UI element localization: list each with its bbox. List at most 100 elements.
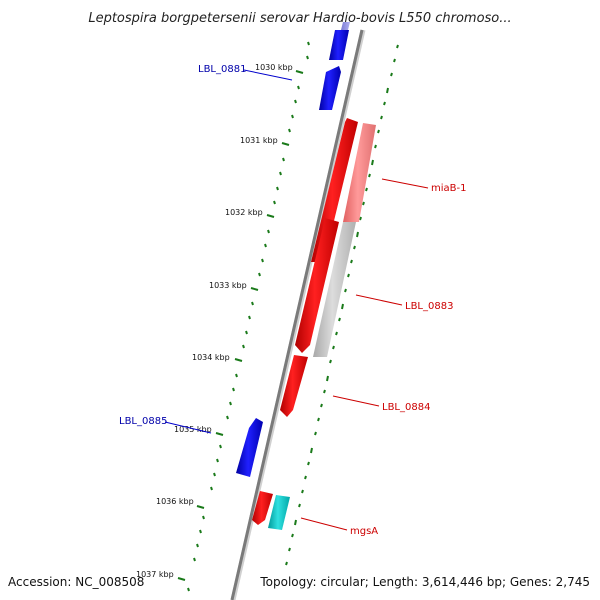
- minor-tick: [245, 330, 248, 335]
- minor-tick: [213, 472, 216, 477]
- gene-arrow-mia-b-1: [311, 118, 358, 262]
- minor-tick: [323, 389, 326, 394]
- gene-label-mia-b-1: miaB-1: [431, 183, 466, 194]
- tick-label-1034: 1034 kbp: [192, 353, 230, 362]
- label-leader-lbl-0881: [243, 69, 293, 81]
- major-tick: [294, 519, 297, 526]
- minor-tick: [350, 259, 353, 264]
- gene-arrow-lbl-0883-gray: [313, 222, 356, 357]
- minor-tick: [365, 187, 368, 192]
- minor-tick: [390, 72, 393, 77]
- label-leader-lbl-0883: [355, 294, 403, 306]
- minor-tick: [294, 99, 297, 104]
- minor-tick: [347, 273, 350, 278]
- label-leader-lbl-0885: [164, 421, 212, 434]
- minor-tick: [383, 101, 386, 106]
- tick-label-1035: 1035 kbp: [174, 425, 212, 434]
- minor-tick: [288, 547, 291, 552]
- minor-tick: [285, 561, 288, 566]
- gene-arrow-mgs-a-cyan: [268, 495, 290, 530]
- tick-ring-inner: [177, 41, 310, 592]
- gene-arrow-lbl-0885: [236, 418, 263, 477]
- minor-tick: [353, 245, 356, 250]
- minor-tick: [359, 216, 362, 221]
- minor-tick: [187, 587, 190, 592]
- gene-arrow-lbl-0881-a: [329, 30, 349, 60]
- major-tick: [177, 577, 186, 581]
- tick-label-1033: 1033 kbp: [209, 281, 247, 290]
- minor-tick: [196, 543, 199, 548]
- minor-tick: [242, 344, 245, 349]
- gene-arrow-lbl-0883: [295, 218, 339, 353]
- minor-tick: [216, 458, 219, 463]
- major-tick: [215, 432, 224, 436]
- minor-tick: [267, 229, 270, 234]
- genome-summary-text: Topology: circular; Length: 3,614,446 bp…: [259, 575, 590, 589]
- gene-label-lbl-0884: LBL_0884: [382, 402, 430, 413]
- gene-label-lbl-0881: LBL_0881: [198, 64, 246, 75]
- tick-label-1031: 1031 kbp: [240, 136, 278, 145]
- major-tick: [250, 287, 259, 291]
- label-leader-mia-b-1: [381, 178, 429, 189]
- tick-label-1032: 1032 kbp: [225, 208, 263, 217]
- minor-tick: [338, 317, 341, 322]
- gene-arrow-lbl-0881: [319, 66, 341, 110]
- tick-ring-outer: [285, 44, 399, 566]
- major-tick: [310, 447, 313, 454]
- minor-tick: [276, 186, 279, 191]
- tick-labels: 1030 kbp 1031 kbp 1032 kbp 1033 kbp 1034…: [136, 63, 293, 579]
- minor-tick: [219, 444, 222, 449]
- map-title: Leptospira borgpetersenii serovar Hardjo…: [88, 11, 511, 26]
- minor-tick: [306, 55, 309, 60]
- minor-tick: [258, 272, 261, 277]
- gene-labels: LBL_0881 miaB-1 LBL_0883 LBL_0884 LBL_08…: [119, 64, 466, 537]
- minor-tick: [282, 157, 285, 162]
- backbone-line: [230, 29, 364, 600]
- minor-tick: [226, 415, 229, 420]
- minor-tick: [304, 475, 307, 480]
- minor-tick: [210, 486, 213, 491]
- tick-label-1037: 1037 kbp: [136, 570, 174, 579]
- minor-tick: [291, 114, 294, 119]
- minor-tick: [264, 243, 267, 248]
- major-tick: [356, 231, 359, 238]
- minor-tick: [380, 115, 383, 120]
- major-tick: [196, 505, 205, 509]
- major-tick: [326, 375, 329, 382]
- minor-tick: [307, 461, 310, 466]
- minor-tick: [344, 288, 347, 293]
- gene-label-lbl-0885: LBL_0885: [119, 416, 167, 427]
- minor-tick: [251, 301, 254, 306]
- minor-tick: [229, 401, 232, 406]
- minor-tick: [329, 359, 332, 364]
- major-tick: [371, 159, 374, 166]
- minor-tick: [362, 201, 365, 206]
- minor-tick: [291, 533, 294, 538]
- major-tick: [281, 142, 290, 146]
- minor-tick: [314, 431, 317, 436]
- major-tick: [341, 303, 344, 310]
- minor-tick: [199, 529, 202, 534]
- major-tick: [386, 87, 389, 94]
- minor-tick: [248, 315, 251, 320]
- tick-label-1036: 1036 kbp: [156, 497, 194, 506]
- minor-tick: [335, 331, 338, 336]
- minor-tick: [320, 403, 323, 408]
- tick-label-1030: 1030 kbp: [255, 63, 293, 72]
- minor-tick: [301, 489, 304, 494]
- backbone: [230, 29, 366, 600]
- minor-tick: [288, 128, 291, 133]
- major-tick: [266, 214, 275, 218]
- gene-features: [236, 22, 376, 530]
- minor-tick: [332, 345, 335, 350]
- minor-tick: [279, 171, 282, 176]
- major-tick: [234, 358, 243, 362]
- label-leader-lbl-0884: [332, 395, 380, 407]
- gene-arrow-lbl-0884: [280, 355, 308, 417]
- minor-tick: [193, 557, 196, 562]
- gene-arrow-mia-b-1-highlight: [343, 123, 376, 222]
- gene-arrow-mgs-a: [252, 491, 273, 525]
- major-tick: [295, 70, 304, 74]
- gene-label-lbl-0883: LBL_0883: [405, 301, 453, 312]
